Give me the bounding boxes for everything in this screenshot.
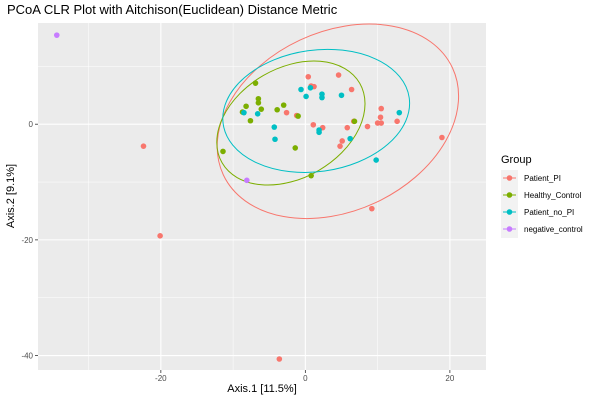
point-healthy-control bbox=[280, 102, 287, 108]
point-healthy-control bbox=[308, 172, 314, 179]
point-patient-pi bbox=[344, 124, 351, 131]
y-tick-label: 0 bbox=[29, 120, 34, 129]
point-patient-no-pi bbox=[319, 91, 325, 97]
point-patient-pi bbox=[310, 121, 317, 128]
chart-title: PCoA CLR Plot with Aitchison(Euclidean) … bbox=[7, 2, 338, 17]
legend-label: Healthy_Control bbox=[524, 191, 582, 200]
point-patient-pi bbox=[439, 134, 445, 141]
y-tick-label: -40 bbox=[21, 352, 33, 361]
point-healthy-control bbox=[274, 106, 280, 113]
x-axis-title: Axis.1 [11.5%] bbox=[227, 383, 297, 395]
legend-key-point bbox=[506, 226, 513, 232]
legend-item-healthy-control: Healthy_Control bbox=[501, 187, 582, 204]
point-healthy-control bbox=[295, 113, 301, 119]
point-patient-no-pi bbox=[272, 136, 278, 143]
point-patient-pi bbox=[394, 118, 400, 125]
point-healthy-control bbox=[243, 103, 249, 110]
y-axis-title: Axis.2 [9.1%] bbox=[5, 164, 17, 228]
point-patient-no-pi bbox=[396, 109, 403, 116]
grid-lines bbox=[38, 23, 486, 370]
point-healthy-control bbox=[258, 106, 265, 112]
point-patient-no-pi bbox=[307, 84, 314, 91]
point-negative-control bbox=[244, 177, 250, 184]
ellipse-healthy-control bbox=[216, 60, 366, 186]
point-healthy-control bbox=[247, 117, 254, 124]
point-healthy-control bbox=[351, 118, 358, 125]
legend-label: negative_control bbox=[524, 225, 583, 234]
point-healthy-control bbox=[220, 148, 226, 155]
legend-title: Group bbox=[501, 154, 532, 166]
x-tick-label: -20 bbox=[155, 374, 167, 383]
ellipse-patient-pi bbox=[216, 23, 460, 220]
point-healthy-control bbox=[292, 145, 299, 151]
point-patient-no-pi bbox=[303, 93, 309, 100]
point-patient-pi bbox=[378, 105, 385, 112]
point-patient-pi bbox=[364, 123, 371, 130]
data-points bbox=[53, 32, 445, 362]
point-patient-no-pi bbox=[241, 109, 247, 116]
point-healthy-control bbox=[255, 100, 262, 106]
group-ellipses bbox=[216, 23, 460, 220]
point-patient-no-pi bbox=[338, 92, 345, 99]
legend-label: Patient_no_PI bbox=[524, 208, 574, 217]
legend-item-patient-pi: Patient_PI bbox=[501, 170, 561, 187]
point-patient-pi bbox=[378, 120, 385, 126]
point-patient-pi bbox=[339, 138, 346, 144]
legend-key-point bbox=[506, 192, 513, 198]
point-patient-pi bbox=[140, 143, 147, 149]
point-patient-no-pi bbox=[373, 157, 379, 163]
point-patient-pi bbox=[335, 72, 342, 78]
point-patient-pi bbox=[369, 205, 375, 212]
legend-key-point bbox=[506, 175, 513, 181]
legend-key-point bbox=[506, 209, 513, 215]
point-patient-pi bbox=[337, 143, 343, 149]
legend-item-patient-no-pi: Patient_no_PI bbox=[501, 204, 574, 221]
point-patient-pi bbox=[157, 233, 163, 239]
point-negative-control bbox=[53, 32, 60, 38]
point-healthy-control bbox=[255, 95, 262, 102]
point-patient-no-pi bbox=[298, 86, 304, 93]
plot-panel bbox=[38, 23, 486, 370]
point-patient-no-pi bbox=[347, 135, 353, 142]
point-patient-pi bbox=[348, 86, 355, 93]
point-patient-pi bbox=[276, 356, 283, 362]
point-patient-pi bbox=[305, 73, 312, 80]
x-tick-label: 20 bbox=[445, 374, 454, 383]
point-patient-pi bbox=[377, 114, 384, 121]
legend: Group Patient_PI Healthy_Control Patient_n… bbox=[501, 154, 583, 238]
ellipse-patient-no-pi bbox=[222, 48, 411, 173]
legend-label: Patient_PI bbox=[524, 174, 561, 183]
legend-items: Patient_PI Healthy_Control Patient_no_PIne… bbox=[501, 170, 583, 238]
y-tick-label: -20 bbox=[21, 236, 33, 245]
point-patient-no-pi bbox=[316, 129, 322, 136]
point-patient-no-pi bbox=[254, 110, 261, 117]
legend-item-negative-control: negative_control bbox=[501, 221, 583, 238]
point-healthy-control bbox=[252, 80, 259, 86]
point-patient-pi bbox=[283, 109, 290, 116]
x-tick-label: 0 bbox=[303, 374, 308, 383]
point-patient-no-pi bbox=[271, 124, 278, 130]
axis-ticks: -20 0 20 -40 -20 0 bbox=[21, 120, 454, 383]
